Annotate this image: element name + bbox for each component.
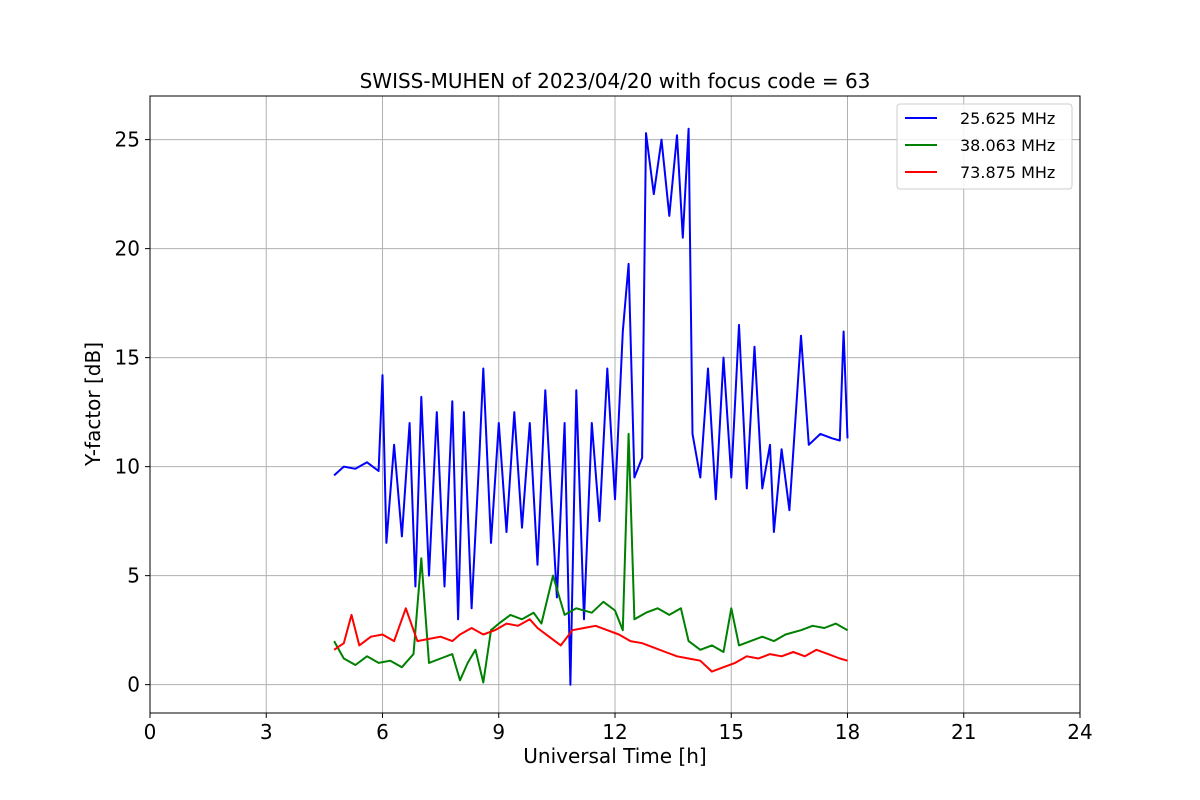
y-axis-ticks: 0 5 10 15 20 25 — [115, 128, 150, 697]
x-tick-label-1: 3 — [260, 720, 273, 744]
y-tick-label-4: 20 — [115, 237, 140, 261]
y-tick-label-3: 15 — [115, 346, 140, 370]
y-tick-label-1: 5 — [127, 564, 140, 588]
x-tick-label-8: 24 — [1067, 720, 1092, 744]
x-axis-label: Universal Time [h] — [523, 744, 706, 768]
legend: 25.625 MHz 38.063 MHz 73.875 MHz — [896, 103, 1073, 190]
chart-title: SWISS-MUHEN of 2023/04/20 with focus cod… — [360, 69, 871, 93]
y-tick-label-0: 0 — [127, 673, 140, 697]
legend-label-2: 73.875 MHz — [960, 163, 1055, 182]
grid-lines — [149, 96, 1081, 713]
x-tick-label-6: 18 — [835, 720, 860, 744]
legend-label-1: 38.063 MHz — [960, 136, 1055, 155]
series-lines — [333, 127, 849, 686]
series-line-1 — [333, 432, 848, 684]
x-axis-ticks: 0 3 6 9 12 15 18 21 24 — [144, 713, 1093, 744]
series-line-2 — [333, 607, 848, 673]
legend-label-0: 25.625 MHz — [960, 109, 1055, 128]
x-tick-label-7: 21 — [951, 720, 976, 744]
y-tick-label-2: 10 — [115, 455, 140, 479]
x-tick-label-3: 9 — [492, 720, 505, 744]
y-axis-label: Y-factor [dB] — [81, 342, 105, 467]
x-tick-label-5: 15 — [719, 720, 744, 744]
x-tick-label-2: 6 — [376, 720, 389, 744]
y-tick-label-5: 25 — [115, 128, 140, 152]
x-tick-label-0: 0 — [144, 720, 157, 744]
x-tick-label-4: 12 — [602, 720, 627, 744]
series-line-0 — [333, 127, 849, 686]
legend-box — [896, 103, 1073, 190]
